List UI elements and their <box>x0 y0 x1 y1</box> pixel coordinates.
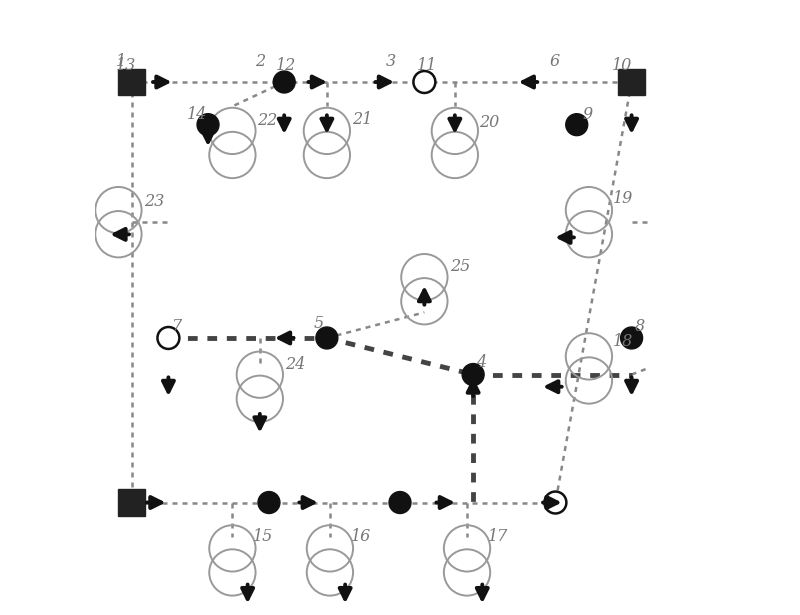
Text: 4: 4 <box>476 354 486 371</box>
Text: 3: 3 <box>386 53 396 70</box>
Text: 25: 25 <box>450 258 470 275</box>
Text: 15: 15 <box>253 528 273 545</box>
Circle shape <box>258 491 280 514</box>
Bar <box>118 69 146 95</box>
Circle shape <box>197 114 219 136</box>
Text: 22: 22 <box>257 112 277 129</box>
Bar <box>118 489 146 516</box>
Text: 10: 10 <box>612 57 632 74</box>
Text: 8: 8 <box>634 318 645 335</box>
Text: 6: 6 <box>550 53 559 70</box>
Circle shape <box>462 363 484 386</box>
Text: 11: 11 <box>417 57 437 74</box>
Circle shape <box>414 71 435 93</box>
Text: 21: 21 <box>353 111 373 128</box>
Text: 2: 2 <box>255 53 265 70</box>
Text: 13: 13 <box>115 57 136 74</box>
Text: 12: 12 <box>276 57 297 74</box>
Text: 5: 5 <box>314 315 323 332</box>
Text: 23: 23 <box>144 193 164 210</box>
Text: 18: 18 <box>614 333 634 350</box>
Text: 17: 17 <box>488 528 509 545</box>
Circle shape <box>545 491 566 514</box>
Text: 19: 19 <box>614 190 634 207</box>
Text: 24: 24 <box>286 355 306 373</box>
Text: 7: 7 <box>171 318 182 335</box>
Circle shape <box>566 114 588 136</box>
Circle shape <box>158 327 179 349</box>
Bar <box>618 69 645 95</box>
Text: 20: 20 <box>479 114 499 131</box>
Text: 1: 1 <box>115 53 126 70</box>
Text: 9: 9 <box>583 106 593 123</box>
Text: 16: 16 <box>351 528 371 545</box>
Circle shape <box>316 327 338 349</box>
Text: 14: 14 <box>186 106 207 123</box>
Circle shape <box>274 71 295 93</box>
Circle shape <box>621 327 642 349</box>
Circle shape <box>389 491 411 514</box>
